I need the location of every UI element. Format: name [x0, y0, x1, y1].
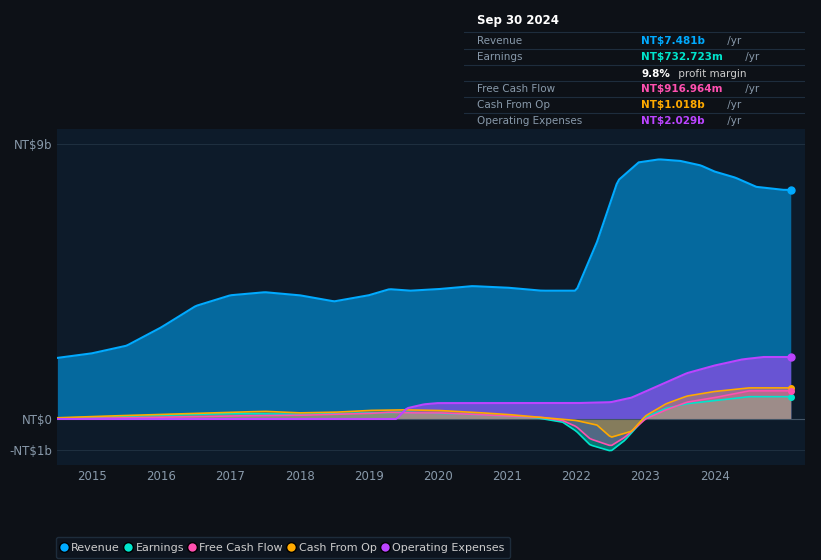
Text: 9.8%: 9.8% [641, 69, 670, 78]
Text: Cash From Op: Cash From Op [478, 100, 551, 110]
Text: NT$732.723m: NT$732.723m [641, 53, 723, 62]
Text: NT$2.029b: NT$2.029b [641, 115, 704, 125]
Text: Sep 30 2024: Sep 30 2024 [478, 13, 559, 26]
Text: /yr: /yr [724, 100, 741, 110]
Text: /yr: /yr [742, 84, 759, 94]
Legend: Revenue, Earnings, Free Cash Flow, Cash From Op, Operating Expenses: Revenue, Earnings, Free Cash Flow, Cash … [56, 537, 510, 558]
Text: NT$7.481b: NT$7.481b [641, 35, 705, 45]
Text: Free Cash Flow: Free Cash Flow [478, 84, 556, 94]
Text: Operating Expenses: Operating Expenses [478, 115, 583, 125]
Text: NT$916.964m: NT$916.964m [641, 84, 722, 94]
Text: /yr: /yr [742, 53, 759, 62]
Text: Revenue: Revenue [478, 35, 523, 45]
Text: Earnings: Earnings [478, 53, 523, 62]
Text: NT$1.018b: NT$1.018b [641, 100, 704, 110]
Text: /yr: /yr [724, 35, 741, 45]
Text: /yr: /yr [724, 115, 741, 125]
Text: profit margin: profit margin [675, 69, 746, 78]
